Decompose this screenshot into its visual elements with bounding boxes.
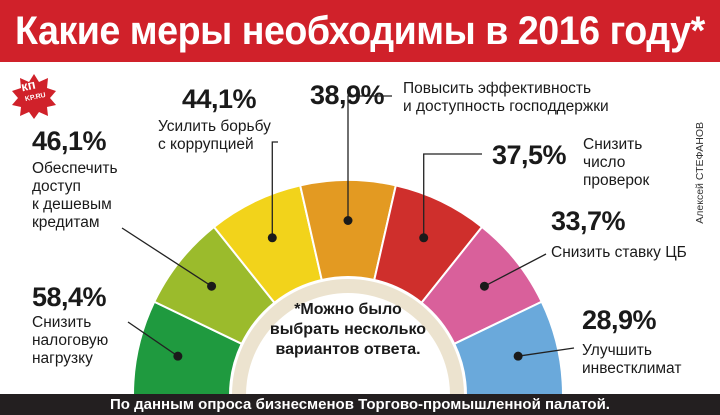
marker-cb-rate	[479, 281, 489, 291]
value-label-tax: 58,4%	[32, 282, 107, 312]
source-note: По данным опроса бизнесменов Торгово-про…	[110, 396, 610, 413]
value-label-support: 38,9%	[310, 80, 385, 110]
kp-logo-icon	[12, 74, 56, 119]
marker-tax	[173, 351, 183, 361]
author-credit: Алексей СТЕФАНОВ	[694, 122, 706, 224]
chart-title: Какие меры необходимы в 2016 году*	[15, 8, 705, 53]
leader-invest	[518, 347, 575, 357]
leader-tax	[127, 321, 179, 357]
marker-corruption	[267, 233, 277, 243]
header-banner: Какие меры необходимы в 2016 году*	[0, 0, 720, 62]
category-label-support: Повысить эффективность и доступность гос…	[403, 80, 609, 115]
leader-inspections	[423, 153, 482, 238]
value-label-corruption: 44,1%	[182, 84, 257, 114]
value-label-invest: 28,9%	[582, 305, 657, 335]
category-label-invest: Улучшить инвестклимат	[582, 342, 682, 377]
value-label-cb-rate: 33,7%	[551, 206, 626, 236]
leader-lines	[121, 95, 575, 361]
value-label-inspections: 37,5%	[492, 140, 567, 170]
inner-ring	[232, 279, 464, 395]
leader-cb-rate	[484, 253, 547, 287]
marker-support	[343, 216, 353, 225]
category-label-cb-rate: Снизить ставку ЦБ	[551, 244, 687, 261]
leader-support	[347, 95, 392, 221]
footer-banner: По данным опроса бизнесменов Торгово-про…	[0, 394, 720, 415]
category-label-credit: Обеспечить доступ к дешевым кредитам	[32, 160, 118, 231]
footnote: *Можно было выбрать несколько вариантов …	[269, 301, 427, 358]
marker-inspections	[419, 233, 429, 243]
value-label-credit: 46,1%	[32, 126, 107, 156]
marker-invest	[513, 351, 523, 361]
category-label-corruption: Усилить борьбу с коррупцией	[158, 118, 271, 153]
marker-credit	[207, 281, 217, 291]
inner-arc	[236, 283, 460, 395]
leader-corruption	[271, 141, 278, 238]
category-label-tax: Снизить налоговую нагрузку	[32, 314, 109, 367]
logo-text: кп	[19, 76, 37, 95]
leader-credit	[121, 227, 212, 287]
category-label-inspections: Снизить число проверок	[583, 136, 650, 189]
